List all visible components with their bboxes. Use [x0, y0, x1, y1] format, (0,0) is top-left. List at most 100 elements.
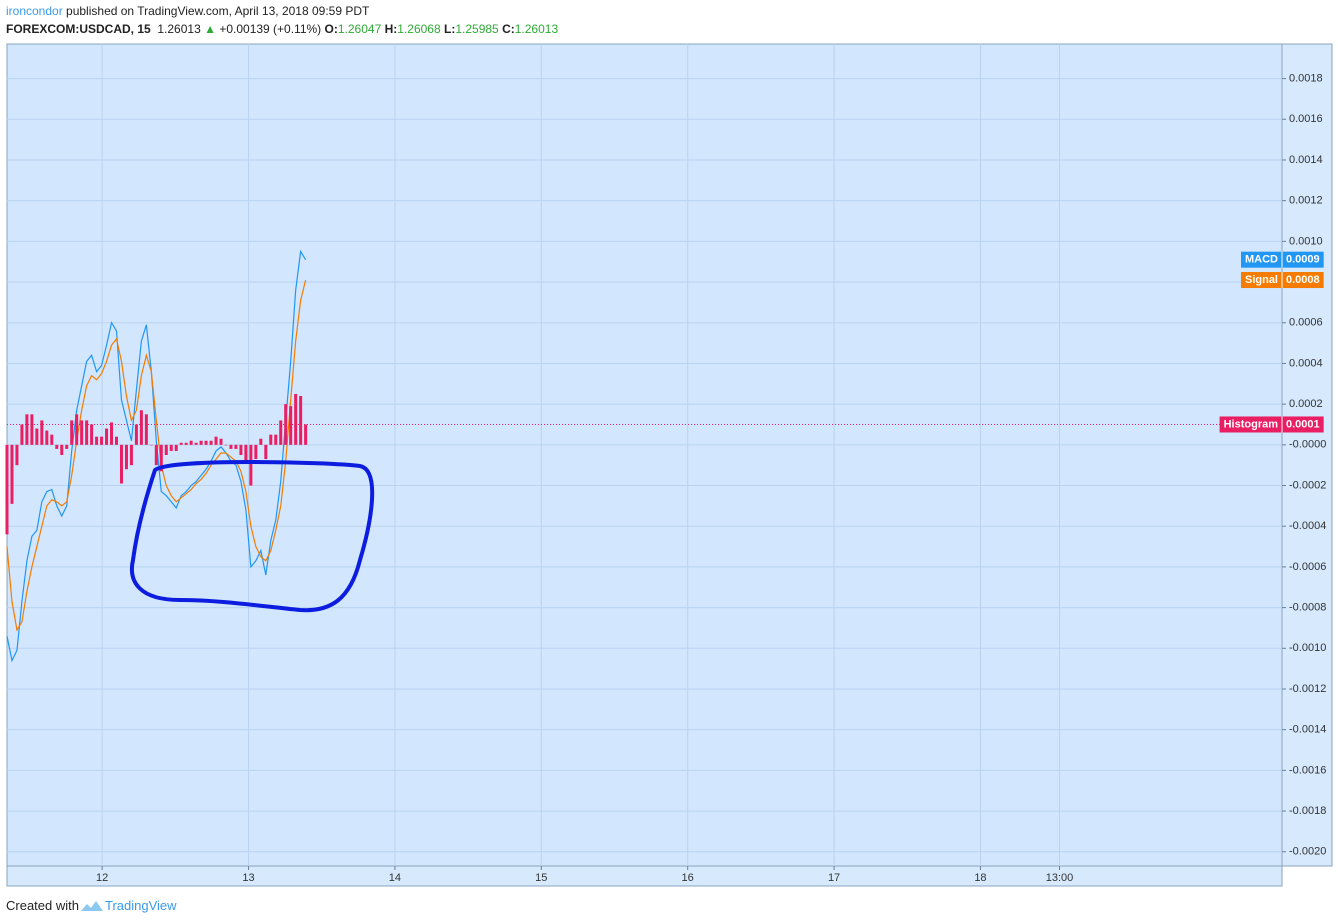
y-tick-label: 0.0004: [1289, 357, 1323, 369]
x-tick-label: 13: [242, 872, 254, 884]
y-tick-label: -0.0000: [1289, 439, 1326, 451]
histogram-bar: [20, 424, 24, 445]
logo: [80, 900, 103, 911]
close-label: C:: [502, 22, 515, 36]
histogram-bar: [124, 444, 128, 470]
histogram-bar: [70, 420, 74, 445]
histogram-bar: [164, 444, 168, 455]
y-tick-label: -0.0006: [1289, 561, 1326, 573]
histogram-bar: [209, 440, 213, 445]
histogram-bar: [264, 444, 268, 460]
histogram-bar: [199, 440, 203, 445]
histogram-bar: [30, 414, 34, 445]
series-line: [6, 249, 307, 663]
symbol: FOREXCOM:USDCAD, 15: [6, 22, 151, 36]
publish-line: ironcondor published on TradingView.com,…: [6, 4, 369, 18]
histogram-bar: [184, 442, 188, 445]
y-tick-label: 0.0012: [1289, 195, 1323, 207]
y-tick-label: 0.0002: [1289, 398, 1323, 410]
y-tick-label: -0.0018: [1289, 805, 1326, 817]
histogram-bar: [279, 420, 283, 445]
time-axis: [6, 865, 1283, 887]
histogram-bar: [85, 420, 89, 445]
price: 1.26013: [157, 22, 201, 36]
y-tick-label: -0.0016: [1289, 764, 1326, 776]
open: 1.26047: [337, 22, 382, 36]
histogram-bar: [214, 436, 218, 445]
histogram-bar: [139, 410, 143, 445]
histogram-bar: [154, 444, 158, 466]
close: 1.26013: [514, 22, 559, 36]
legend-badge: MACD 0.0009: [1241, 251, 1324, 268]
y-tick-label: -0.0012: [1289, 683, 1326, 695]
y-tick-label: -0.0008: [1289, 602, 1326, 614]
histogram-bar: [149, 444, 153, 446]
histogram-bar: [65, 444, 69, 449]
legend-value: 0.0009: [1286, 254, 1320, 266]
histogram-bar: [50, 434, 54, 445]
histogram-bar: [100, 436, 104, 445]
y-tick-label: -0.0010: [1289, 642, 1326, 654]
histogram-bar: [40, 420, 44, 445]
x-tick-label: 17: [828, 872, 840, 884]
histogram-bar: [119, 444, 123, 484]
histogram-bar: [10, 444, 14, 504]
legend-value: 0.0008: [1286, 274, 1320, 286]
author[interactable]: ironcondor: [6, 4, 63, 18]
x-tick-label: 14: [389, 872, 401, 884]
histogram-bar: [194, 442, 198, 445]
histogram-bar: [55, 444, 59, 449]
histogram-bar: [289, 406, 293, 445]
y-tick-label: 0.0014: [1289, 154, 1323, 166]
histogram-bar: [75, 414, 79, 445]
histogram-bar: [304, 424, 308, 445]
x-tick-label: 15: [535, 872, 547, 884]
brand[interactable]: TradingView: [104, 898, 177, 913]
y-tick-label: -0.0004: [1289, 520, 1326, 532]
histogram-bar: [114, 436, 118, 445]
histogram-bar: [249, 444, 253, 486]
created-with: Created with: [6, 898, 79, 913]
y-tick-label: 0.0006: [1289, 317, 1323, 329]
price-axis: [1281, 43, 1333, 867]
y-tick-label: 0.0010: [1289, 235, 1323, 247]
legend-badge: Signal 0.0008: [1240, 272, 1324, 289]
histogram-bar: [274, 434, 278, 445]
histogram-bar: [144, 414, 148, 445]
legend-name: Histogram: [1224, 418, 1279, 430]
marks: [5, 249, 1282, 663]
y-tick-label: -0.0014: [1289, 724, 1326, 736]
histogram-bar: [169, 444, 173, 451]
y-tick-label: 0.0016: [1289, 113, 1323, 125]
histogram-bar: [269, 434, 273, 445]
histogram-bar: [90, 424, 94, 445]
plot-area: [6, 43, 1283, 867]
histogram-bar: [35, 428, 39, 445]
histogram-bar: [95, 436, 99, 445]
low: 1.25985: [455, 22, 499, 36]
histogram-bar: [5, 444, 9, 535]
histogram-bar: [299, 395, 303, 445]
histogram-bar: [179, 442, 183, 445]
chart: 0.0018 0.0016 0.0014 0.0012 0.0010 0.0008 0.00…: [5, 43, 1333, 887]
histogram-bar: [219, 438, 223, 445]
histogram-bar: [105, 428, 109, 445]
histogram-bar: [134, 424, 138, 445]
histogram-bar: [239, 444, 243, 455]
histogram-bar: [189, 440, 193, 445]
histogram-bar: [129, 444, 133, 466]
grid: [7, 44, 1282, 866]
histogram-bar: [25, 414, 29, 445]
low-label: L:: [444, 22, 456, 36]
series-line: [6, 279, 307, 632]
x-tick-label: 12: [96, 872, 108, 884]
high-label: H:: [384, 22, 398, 36]
legend-name: Signal: [1245, 274, 1278, 286]
change: +0.00139 (+0.11%): [219, 22, 322, 36]
histogram-bar: [259, 438, 263, 445]
symbol-line: FOREXCOM:USDCAD, 15 1.26013 ▲ +0.00139 (…: [6, 22, 558, 36]
legend-name: MACD: [1245, 254, 1278, 266]
x-tick-label: 18: [974, 872, 986, 884]
histogram-bar: [284, 404, 288, 445]
footer: Created with TradingView: [6, 898, 177, 913]
